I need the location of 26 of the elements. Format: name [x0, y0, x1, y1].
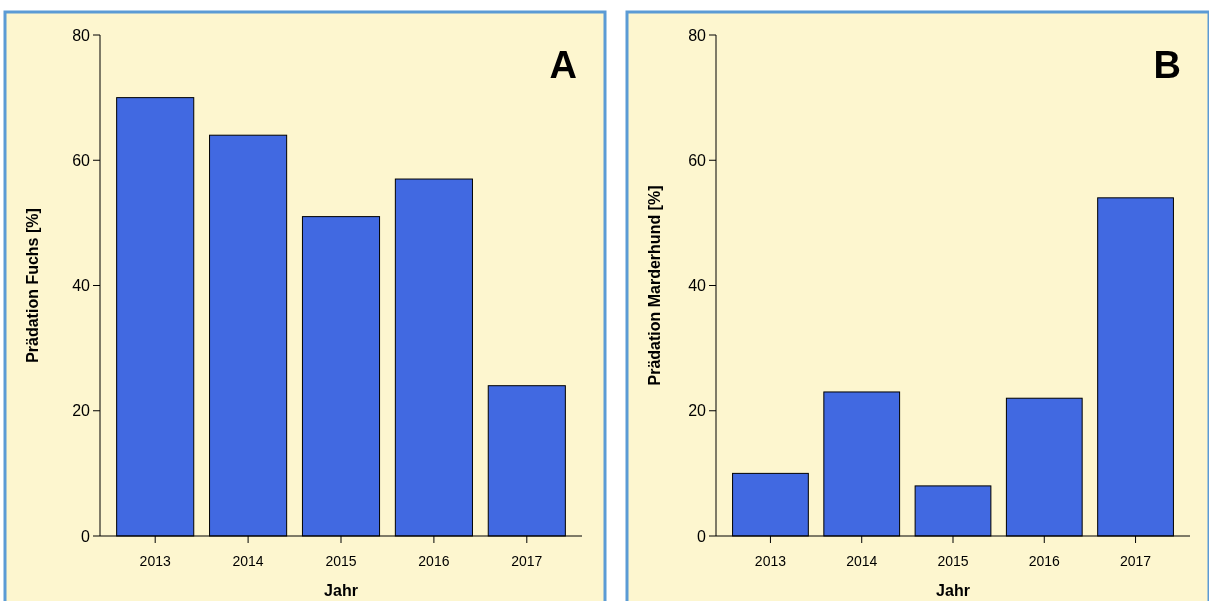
y-tick-label: 40 — [72, 277, 91, 295]
x-tick-label: 2013 — [754, 553, 787, 569]
x-tick-label: 2015 — [325, 553, 357, 569]
y-tick-label: 20 — [688, 402, 707, 420]
y-axis-title: Prädation Fuchs [%] — [24, 208, 41, 363]
y-tick-label: 0 — [697, 527, 707, 545]
x-tick-label: 2016 — [418, 553, 450, 569]
y-axis-title: Prädation Marderhund [%] — [646, 185, 663, 386]
x-axis-title: Jahr — [936, 582, 970, 599]
y-tick-label: 20 — [72, 402, 91, 420]
y-tick-label: 0 — [81, 527, 91, 545]
x-tick-label: 2014 — [232, 553, 264, 569]
x-tick-label: 2013 — [139, 553, 171, 569]
x-tick-label: 2017 — [511, 553, 543, 569]
x-axis-title: Jahr — [324, 582, 358, 599]
y-tick-label: 40 — [688, 277, 707, 295]
x-tick-label: 2014 — [846, 553, 878, 569]
x-tick-label: 2017 — [1119, 553, 1152, 569]
y-tick-label: 80 — [688, 26, 707, 44]
y-tick-label: 80 — [72, 26, 91, 44]
y-tick-label: 60 — [72, 151, 91, 169]
chart-title: A — [549, 44, 577, 86]
x-tick-label: 2016 — [1028, 553, 1061, 569]
x-tick-label: 2015 — [937, 553, 969, 569]
chart-title: B — [1153, 44, 1181, 86]
y-tick-label: 60 — [688, 151, 707, 169]
